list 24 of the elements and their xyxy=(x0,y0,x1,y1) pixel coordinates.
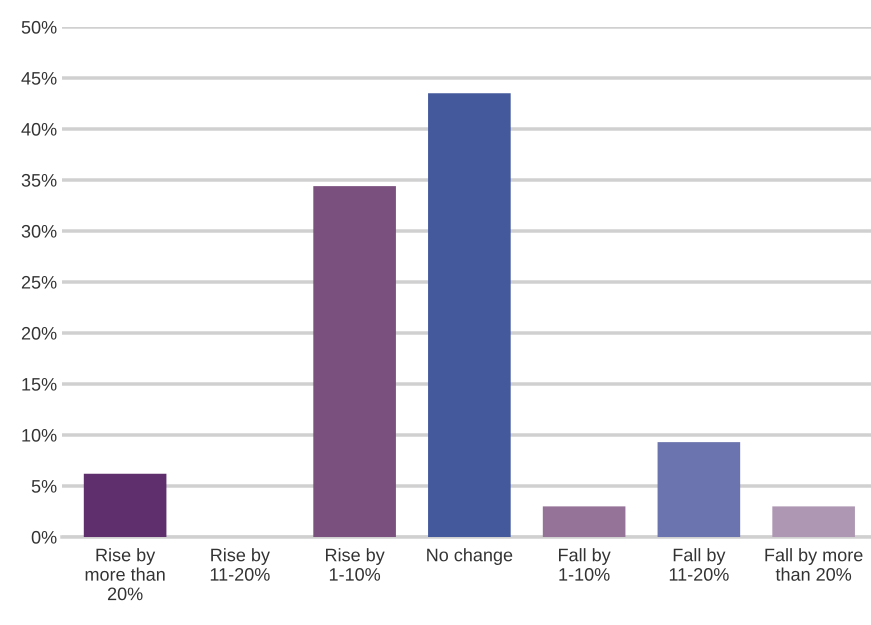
x-tick-label: Fall by 1-10% xyxy=(559,548,611,581)
y-tick-label: 0% xyxy=(32,530,56,544)
y-tick-label: 45% xyxy=(21,72,56,85)
bar xyxy=(428,93,511,537)
y-tick-label: 50% xyxy=(22,20,56,34)
y-tick-label: 25% xyxy=(22,276,56,289)
x-tick-label: Rise by 11-20% xyxy=(210,548,270,581)
y-tick-label: 20% xyxy=(22,326,56,340)
y-tick-label: 30% xyxy=(22,224,56,238)
bar xyxy=(84,474,166,537)
bar xyxy=(658,442,740,537)
y-tick-label: 40% xyxy=(21,122,56,136)
y-tick-label: 15% xyxy=(22,378,56,391)
y-tick-label: 35% xyxy=(22,174,56,187)
x-tick-label: Fall by more than 20% xyxy=(765,548,862,581)
x-tick-label: Fall by 11-20% xyxy=(670,548,729,581)
bar xyxy=(313,186,396,537)
y-tick-label: 5% xyxy=(32,480,56,493)
bar xyxy=(542,506,626,537)
x-tick-label: No change xyxy=(427,548,512,565)
y-tick-label: 10% xyxy=(22,428,56,442)
x-tick-label: Rise by 1-10% xyxy=(326,548,385,581)
x-tick-label: Rise by more than 20% xyxy=(86,548,165,600)
bar xyxy=(772,506,855,537)
